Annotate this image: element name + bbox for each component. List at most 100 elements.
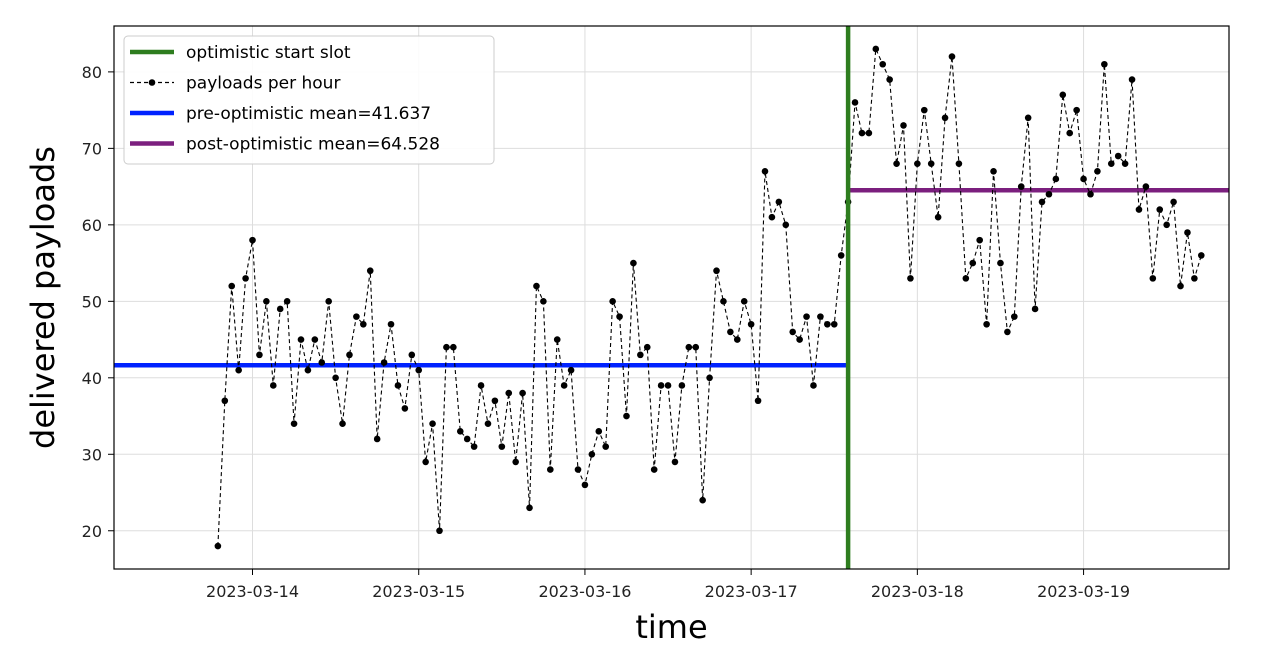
payload-point xyxy=(879,60,887,68)
payload-point xyxy=(927,160,935,167)
payload-point xyxy=(955,160,963,167)
payload-point xyxy=(886,76,893,83)
payload-point xyxy=(235,366,242,374)
payload-point xyxy=(1135,206,1143,213)
payload-point xyxy=(304,366,312,374)
y-tick-label: 80 xyxy=(82,63,102,82)
payload-point xyxy=(1011,313,1018,320)
payload-point xyxy=(1059,91,1067,99)
payload-point xyxy=(553,336,561,343)
legend-marker xyxy=(148,79,156,86)
payload-point xyxy=(914,160,921,167)
y-tick-label: 70 xyxy=(82,139,102,158)
payload-point xyxy=(443,343,450,351)
payload-point xyxy=(1114,152,1122,160)
payload-point xyxy=(373,435,381,443)
x-tick-label: 2023-03-19 xyxy=(1037,582,1130,601)
payload-point xyxy=(1177,282,1184,290)
payload-point xyxy=(360,320,367,328)
payload-point xyxy=(1121,160,1129,167)
payload-point xyxy=(796,336,803,343)
payload-point xyxy=(907,275,914,282)
payload-point xyxy=(1184,229,1191,236)
payload-point xyxy=(623,412,630,420)
payload-point xyxy=(1142,183,1150,190)
legend: optimistic start slot payloads per hour pr… xyxy=(123,35,495,165)
payload-point xyxy=(920,106,928,114)
payload-point xyxy=(588,450,596,458)
legend-label: post-optimistic mean=64.528 xyxy=(186,135,440,155)
legend-label: payloads per hour xyxy=(186,74,340,94)
x-tick-label: 2023-03-15 xyxy=(372,582,465,601)
payload-point xyxy=(678,382,686,389)
payload-point xyxy=(269,382,277,389)
payload-point xyxy=(609,298,616,305)
payload-point xyxy=(976,236,983,244)
y-tick-label: 50 xyxy=(82,292,102,311)
payload-point xyxy=(290,420,298,427)
payload-point xyxy=(1094,168,1101,175)
x-tick-label: 2023-03-16 xyxy=(538,582,631,601)
y-tick-label: 40 xyxy=(82,369,102,388)
payload-point xyxy=(540,298,547,305)
payload-point xyxy=(505,389,513,397)
payload-point xyxy=(872,45,880,53)
y-axis-title: delivered payloads xyxy=(24,146,62,449)
payload-point xyxy=(713,267,720,275)
x-tick-label: 2023-03-17 xyxy=(705,582,798,601)
legend-box xyxy=(123,35,495,165)
payload-point xyxy=(429,420,436,427)
payload-point xyxy=(276,305,284,313)
plot-frame xyxy=(113,25,1230,570)
axes: 2023-03-14 2023-03-15 2023-03-16 2023-03-17… xyxy=(82,63,1130,601)
payload-point xyxy=(450,343,457,351)
payload-point xyxy=(477,382,485,389)
payload-point xyxy=(692,343,700,351)
y-tick-label: 60 xyxy=(82,216,102,235)
payload-point xyxy=(685,343,693,351)
payload-point xyxy=(616,313,623,320)
payload-point xyxy=(671,458,679,466)
payload-point xyxy=(733,336,741,343)
payload-point xyxy=(380,359,388,366)
payload-point xyxy=(422,458,429,466)
payload-point xyxy=(1045,190,1053,198)
payload-point xyxy=(630,259,637,267)
payload-point xyxy=(1024,114,1032,122)
y-tick-label: 20 xyxy=(82,522,102,541)
payload-point xyxy=(221,397,229,405)
payload-point xyxy=(415,366,423,374)
payload-point xyxy=(1149,275,1157,282)
legend-label: pre-optimistic mean=41.637 xyxy=(186,104,431,124)
payload-point xyxy=(366,267,374,275)
payload-point xyxy=(470,443,478,450)
payload-point xyxy=(263,298,270,305)
payload-point xyxy=(401,405,409,412)
payload-point xyxy=(1017,183,1025,190)
payload-point xyxy=(720,298,727,305)
payload-point xyxy=(740,298,748,305)
payload-point xyxy=(768,213,776,221)
payload-point xyxy=(456,428,464,435)
payload-point xyxy=(657,382,665,389)
payload-point xyxy=(1128,76,1136,83)
payload-point xyxy=(1038,198,1046,206)
payload-point xyxy=(283,298,291,305)
payload-point xyxy=(775,198,783,206)
legend-label: optimistic start slot xyxy=(186,43,351,63)
payload-point xyxy=(339,420,346,427)
payload-point xyxy=(408,351,416,359)
payload-point xyxy=(1031,305,1039,313)
payload-point xyxy=(394,382,402,389)
payload-point xyxy=(1052,175,1060,183)
payload-point xyxy=(519,389,526,397)
payload-point xyxy=(761,168,769,175)
payload-point xyxy=(1101,60,1108,68)
x-axis-title: time xyxy=(635,608,707,646)
payload-point xyxy=(1170,198,1177,206)
payload-point xyxy=(436,527,443,535)
payload-point xyxy=(484,420,492,427)
payload-point xyxy=(547,466,554,473)
payload-point xyxy=(727,328,734,336)
